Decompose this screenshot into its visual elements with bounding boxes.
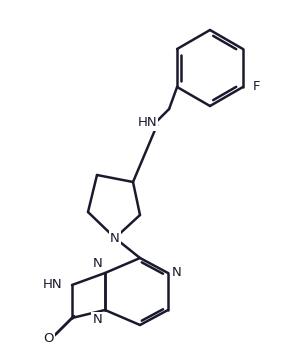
Text: HN: HN [137, 117, 157, 130]
Text: N: N [92, 313, 102, 326]
Text: N: N [92, 257, 102, 270]
Text: F: F [253, 81, 260, 94]
Text: HN: HN [42, 278, 62, 291]
Text: N: N [172, 266, 182, 279]
Text: N: N [110, 232, 120, 245]
Text: O: O [43, 333, 53, 346]
